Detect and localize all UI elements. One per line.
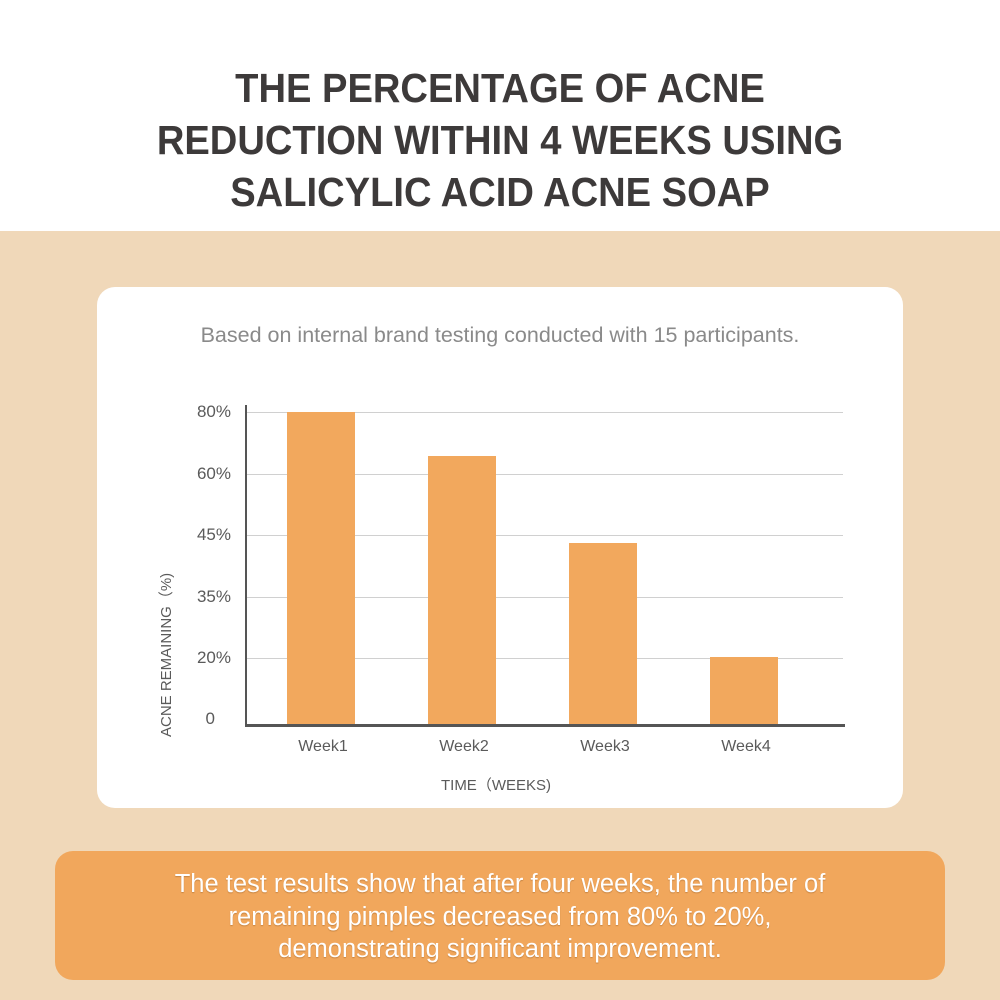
- gridline-60: [245, 474, 843, 475]
- summary-line-2: remaining pimples decreased from 80% to …: [228, 902, 772, 931]
- x-axis: [245, 724, 845, 727]
- title-line-3: SALICYLIC ACID ACNE SOAP: [230, 169, 770, 215]
- page-title: THE PERCENTAGE OF ACNE REDUCTION WITHIN …: [35, 62, 965, 218]
- gridline-35: [245, 597, 843, 598]
- chart-card: Based on internal brand testing conducte…: [97, 287, 903, 808]
- summary-box: The test results show that after four we…: [55, 851, 945, 980]
- gridline-45: [245, 535, 843, 536]
- header: THE PERCENTAGE OF ACNE REDUCTION WITHIN …: [0, 0, 1000, 231]
- summary-line-1: The test results show that after four we…: [174, 870, 826, 898]
- x-tick-week2: Week2: [439, 738, 489, 755]
- x-axis-label: TIME（WEEKS): [440, 777, 551, 794]
- y-tick-80: 80%: [196, 402, 231, 421]
- title-line-1: THE PERCENTAGE OF ACNE: [235, 65, 765, 111]
- chart-subtitle: Based on internal brand testing conducte…: [200, 323, 800, 347]
- bar-week1: [287, 412, 355, 724]
- x-tick-week1: Week1: [298, 738, 348, 755]
- bar-week2: [428, 456, 496, 724]
- title-line-2: REDUCTION WITHIN 4 WEEKS USING: [156, 117, 844, 163]
- y-tick-35: 35%: [196, 587, 231, 606]
- y-tick-20: 20%: [196, 648, 231, 667]
- gridline-20: [245, 658, 843, 659]
- y-tick-45: 45%: [196, 525, 231, 544]
- summary-text: The test results show that after four we…: [55, 868, 945, 966]
- y-axis: [245, 405, 247, 726]
- x-tick-week4: Week4: [721, 738, 771, 755]
- y-tick-60: 60%: [196, 464, 231, 483]
- gridline-80: [245, 412, 843, 413]
- summary-line-3: demonstrating significant improvement.: [278, 935, 722, 963]
- plot-area: [245, 405, 845, 727]
- bar-week3: [569, 543, 637, 724]
- y-tick-0: 0: [205, 709, 215, 728]
- x-tick-week3: Week3: [580, 738, 630, 755]
- bar-week4: [710, 657, 778, 724]
